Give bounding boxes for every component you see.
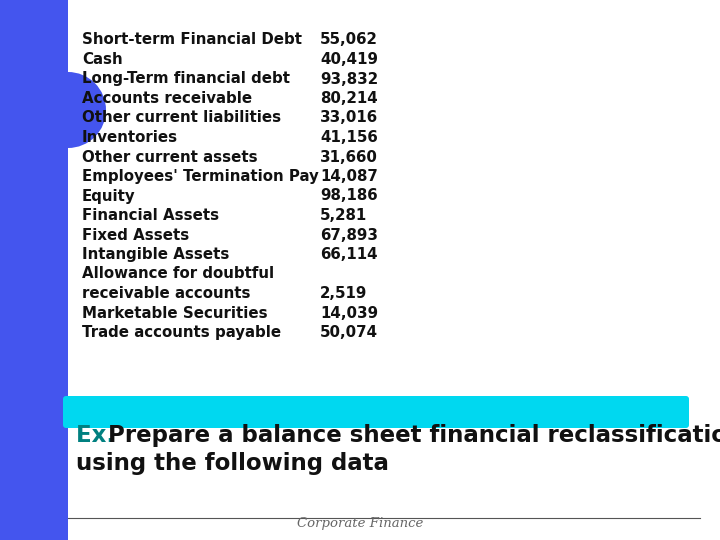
Bar xyxy=(0,0,68,540)
Text: Allowance for doubtful: Allowance for doubtful xyxy=(82,267,274,281)
Text: Corporate Finance: Corporate Finance xyxy=(297,517,423,530)
Circle shape xyxy=(30,72,106,148)
Text: 14,087: 14,087 xyxy=(320,169,378,184)
Text: 50,074: 50,074 xyxy=(320,325,378,340)
Text: Other current liabilities: Other current liabilities xyxy=(82,111,281,125)
Bar xyxy=(106,0,720,540)
Text: Marketable Securities: Marketable Securities xyxy=(82,306,268,321)
Text: Intangible Assets: Intangible Assets xyxy=(82,247,230,262)
Text: 66,114: 66,114 xyxy=(320,247,377,262)
Text: 67,893: 67,893 xyxy=(320,227,378,242)
Text: Ex.: Ex. xyxy=(76,424,123,447)
Text: 33,016: 33,016 xyxy=(320,111,378,125)
Text: using the following data: using the following data xyxy=(76,452,389,475)
Text: Long-Term financial debt: Long-Term financial debt xyxy=(82,71,290,86)
Text: 2,519: 2,519 xyxy=(320,286,367,301)
Text: 80,214: 80,214 xyxy=(320,91,378,106)
Text: Prepare a balance sheet financial reclassification: Prepare a balance sheet financial reclas… xyxy=(108,424,720,447)
FancyBboxPatch shape xyxy=(63,396,689,428)
Text: 55,062: 55,062 xyxy=(320,32,378,48)
Text: Other current assets: Other current assets xyxy=(82,150,258,165)
Text: receivable accounts: receivable accounts xyxy=(82,286,251,301)
Text: Financial Assets: Financial Assets xyxy=(82,208,219,223)
Text: 14,039: 14,039 xyxy=(320,306,378,321)
Text: 93,832: 93,832 xyxy=(320,71,378,86)
Text: 5,281: 5,281 xyxy=(320,208,367,223)
Text: Equity: Equity xyxy=(82,188,135,204)
Text: Fixed Assets: Fixed Assets xyxy=(82,227,189,242)
Text: Inventories: Inventories xyxy=(82,130,178,145)
Text: 31,660: 31,660 xyxy=(320,150,378,165)
Text: Short-term Financial Debt: Short-term Financial Debt xyxy=(82,32,302,48)
Text: 98,186: 98,186 xyxy=(320,188,377,204)
Text: Trade accounts payable: Trade accounts payable xyxy=(82,325,281,340)
Text: 40,419: 40,419 xyxy=(320,52,378,67)
Text: 41,156: 41,156 xyxy=(320,130,378,145)
Text: Cash: Cash xyxy=(82,52,122,67)
Text: Accounts receivable: Accounts receivable xyxy=(82,91,252,106)
Text: Employees' Termination Pay: Employees' Termination Pay xyxy=(82,169,319,184)
